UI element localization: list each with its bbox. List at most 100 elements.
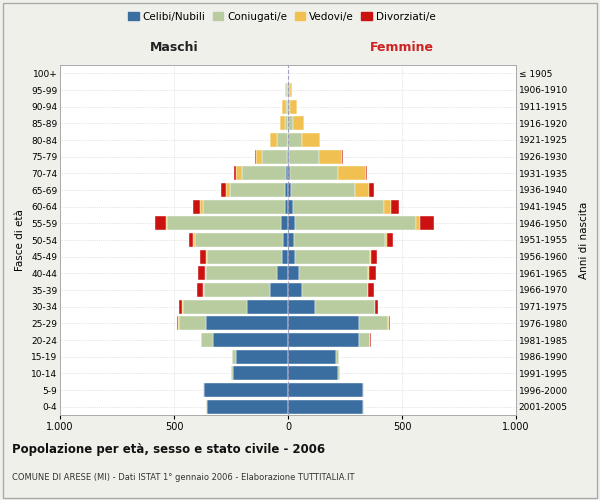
Bar [155,216,166,230]
Bar [288,400,363,414]
Bar [193,200,200,214]
Bar [280,116,284,130]
Bar [203,383,288,397]
Bar [226,183,230,197]
Bar [167,216,281,230]
Bar [197,283,203,297]
Bar [284,116,288,130]
Bar [242,166,286,180]
Text: Femmine: Femmine [370,41,434,54]
Bar [371,250,377,264]
Bar [289,83,290,97]
Bar [288,300,316,314]
Bar [283,100,286,114]
Bar [230,183,284,197]
Bar [179,316,206,330]
Bar [177,316,178,330]
Bar [387,233,393,247]
Bar [369,266,376,280]
Bar [391,200,398,214]
Bar [288,250,295,264]
Bar [288,166,290,180]
Bar [384,200,391,214]
Bar [294,233,385,247]
Bar [288,200,293,214]
Bar [232,350,236,364]
Bar [288,100,290,114]
Bar [316,300,374,314]
Bar [338,166,365,180]
Bar [200,200,203,214]
Bar [299,266,368,280]
Bar [183,300,247,314]
Bar [288,133,302,147]
Bar [368,283,374,297]
Bar [295,216,416,230]
Bar [370,250,371,264]
Bar [385,233,387,247]
Bar [277,266,288,280]
Bar [376,300,377,314]
Bar [202,333,213,347]
Bar [288,216,295,230]
Bar [363,383,364,397]
Bar [236,166,242,180]
Bar [416,216,420,230]
Bar [363,400,364,414]
Bar [236,350,288,364]
Bar [288,183,292,197]
Bar [270,133,277,147]
Bar [374,300,376,314]
Bar [341,150,343,164]
Bar [203,200,284,214]
Bar [319,150,341,164]
Y-axis label: Fasce di età: Fasce di età [16,209,25,271]
Bar [420,216,434,230]
Bar [206,316,288,330]
Bar [207,400,288,414]
Bar [368,266,369,280]
Bar [288,316,359,330]
Bar [293,116,304,130]
Bar [288,150,289,164]
Bar [283,233,288,247]
Bar [359,333,370,347]
Bar [288,233,294,247]
Bar [288,333,359,347]
Bar [288,366,338,380]
Bar [302,133,320,147]
Bar [336,350,340,364]
Bar [256,150,262,164]
Bar [206,250,207,264]
Bar [206,266,277,280]
Bar [286,83,287,97]
Bar [233,366,288,380]
Bar [290,166,338,180]
Bar [289,150,319,164]
Bar [207,250,283,264]
Bar [283,250,288,264]
Bar [213,333,288,347]
Bar [292,183,355,197]
Bar [295,250,370,264]
Bar [288,116,293,130]
Bar [255,150,256,164]
Bar [194,233,283,247]
Text: COMUNE DI ARESE (MI) - Dati ISTAT 1° gennaio 2006 - Elaborazione TUTTITALIA.IT: COMUNE DI ARESE (MI) - Dati ISTAT 1° gen… [12,472,355,482]
Bar [179,300,182,314]
Bar [182,300,183,314]
Bar [270,283,288,297]
Bar [338,366,340,380]
Bar [262,150,287,164]
Bar [285,83,286,97]
Bar [200,250,206,264]
Legend: Celibi/Nubili, Coniugati/e, Vedovi/e, Divorziati/e: Celibi/Nubili, Coniugati/e, Vedovi/e, Di… [124,8,440,26]
Bar [284,200,288,214]
Bar [290,100,297,114]
Bar [205,266,206,280]
Y-axis label: Anni di nascita: Anni di nascita [579,202,589,278]
Bar [365,166,367,180]
Bar [369,183,373,197]
Bar [288,350,336,364]
Bar [288,283,302,297]
